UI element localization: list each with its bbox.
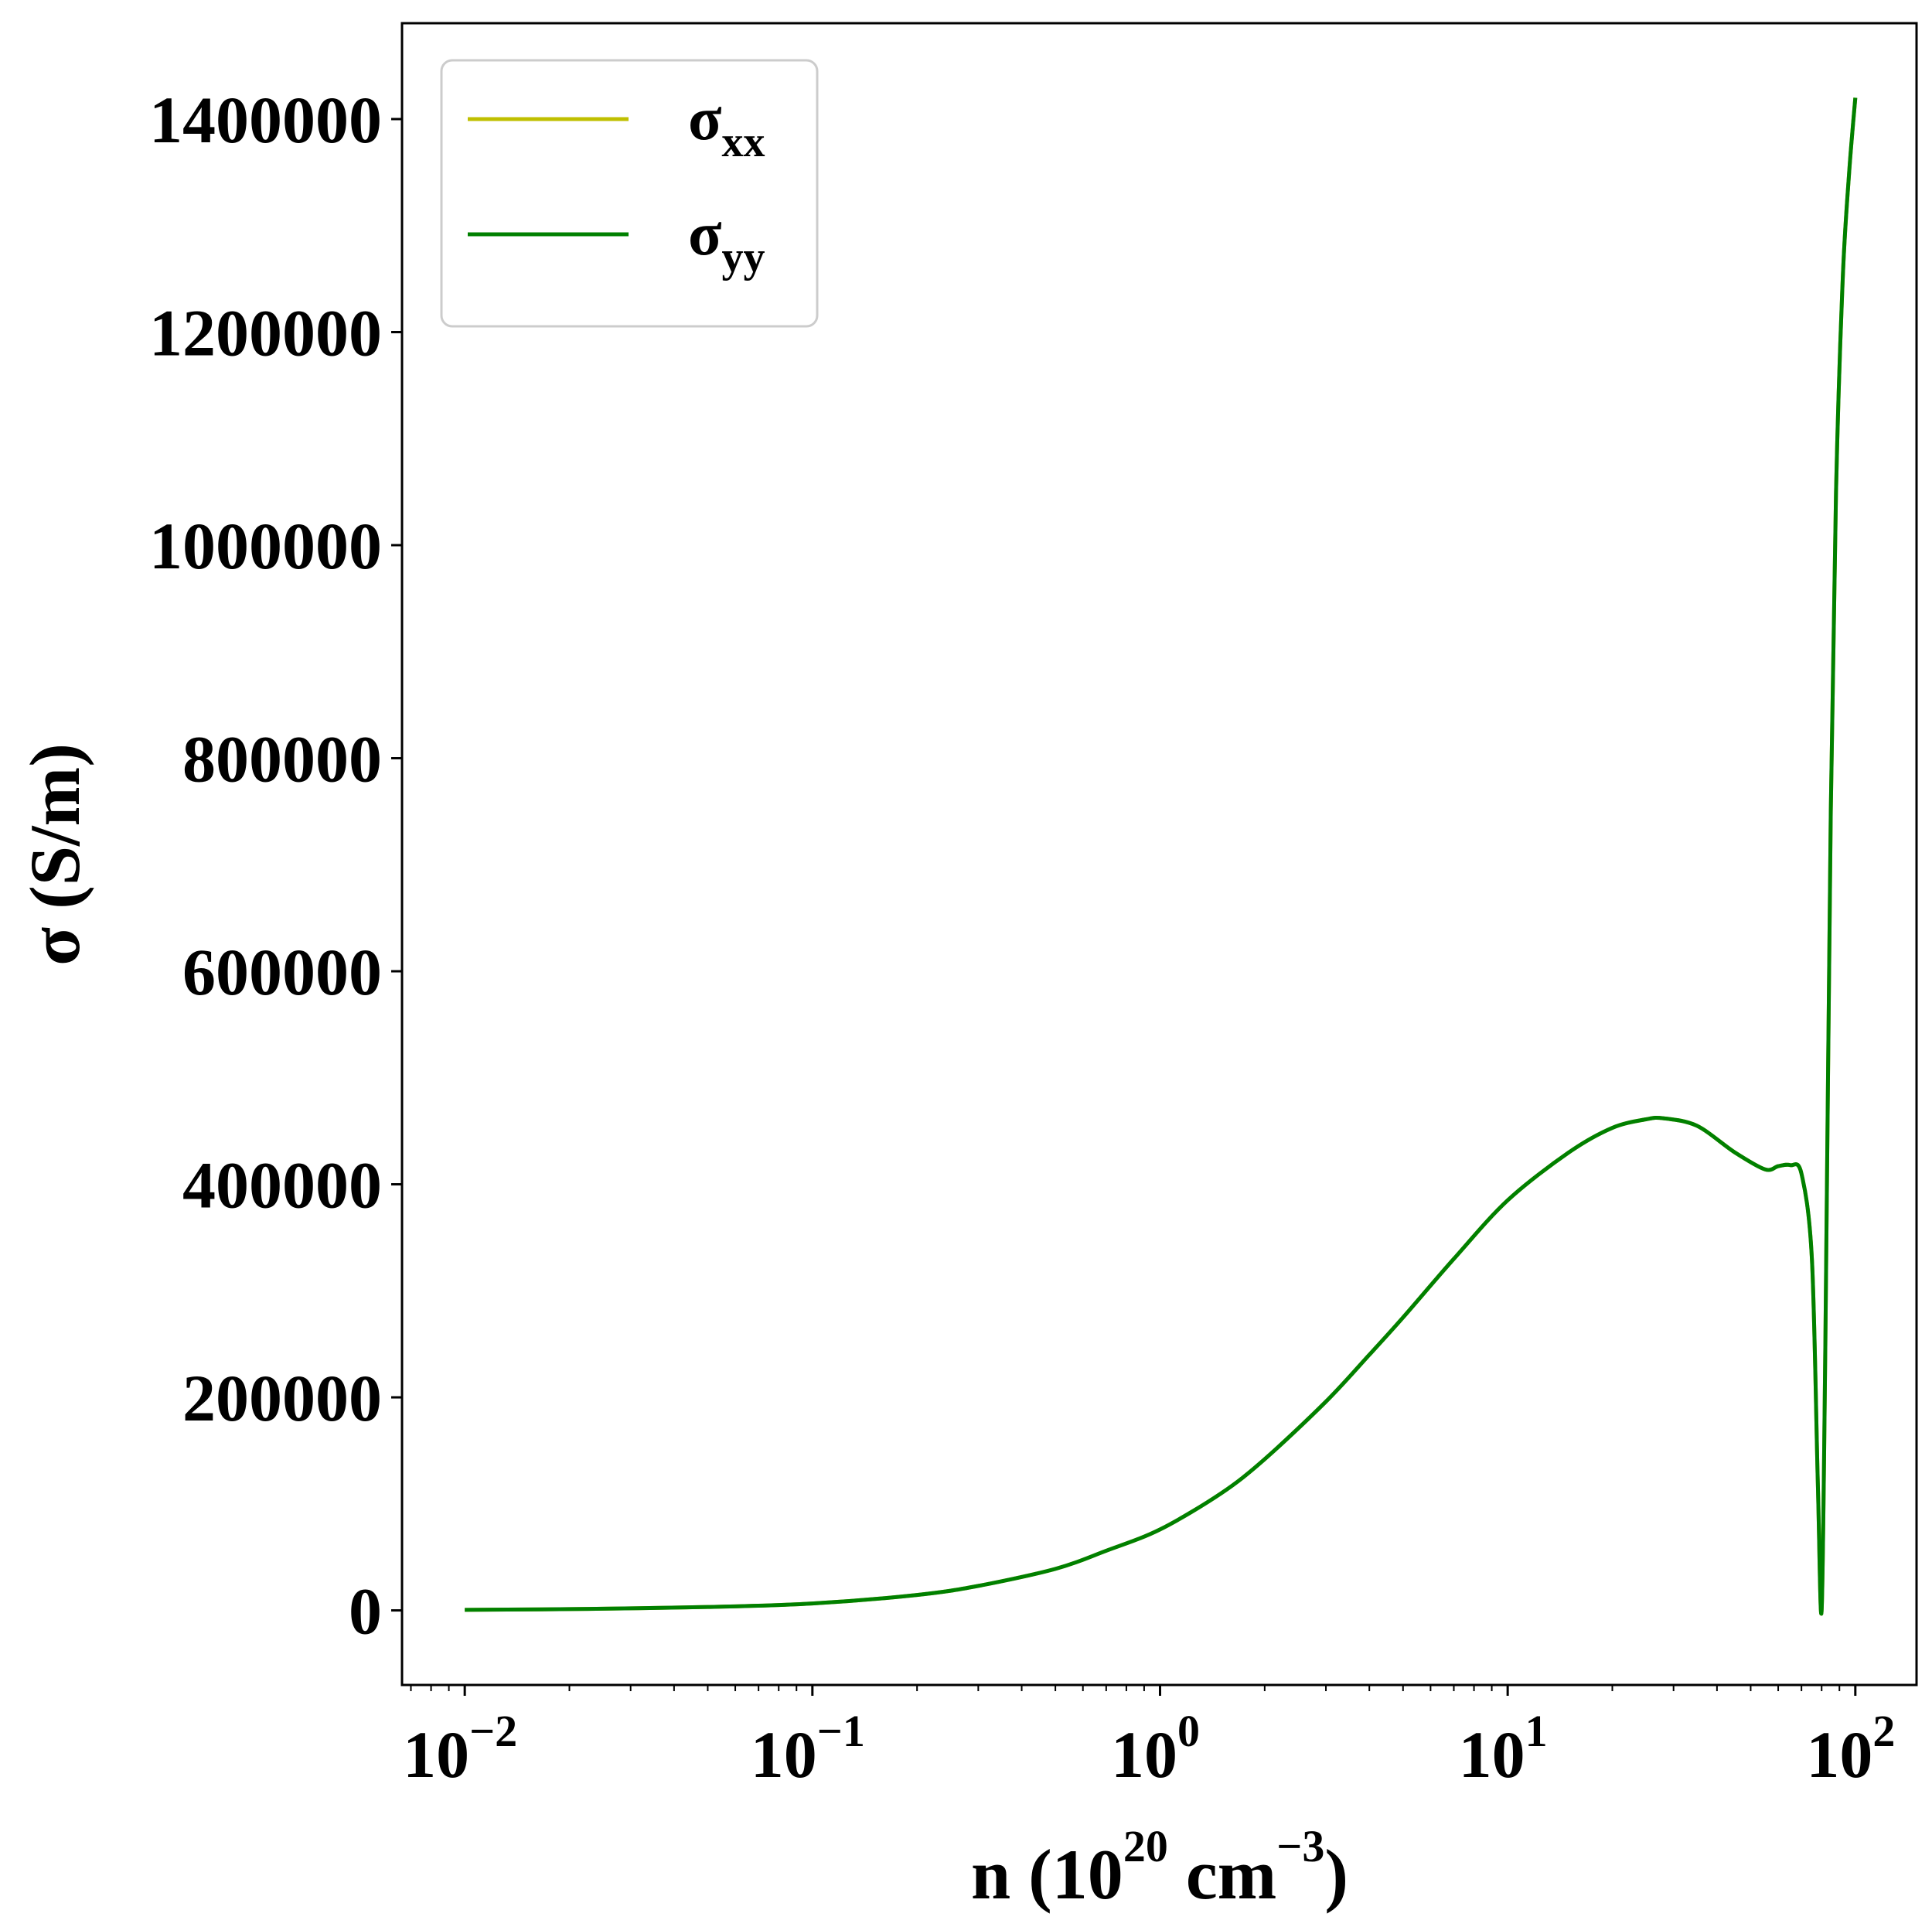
- y-tick-label: 200000: [182, 1361, 382, 1435]
- x-tick-label: 102: [1806, 1706, 1895, 1792]
- legend-label-sigma-xx: σxx: [688, 85, 765, 166]
- x-axis: 10−2 10−1 100 101 102: [403, 1685, 1895, 1792]
- legend: σxx σyy: [440, 59, 819, 328]
- y-tick-label: 1400000: [149, 83, 382, 157]
- plot-frame: [400, 22, 1918, 1687]
- x-tick-label: 101: [1459, 1706, 1548, 1792]
- legend-box: [440, 59, 819, 328]
- legend-label-sigma-yy: σyy: [688, 200, 765, 281]
- x-tick-label: 10−1: [751, 1706, 865, 1792]
- x-tick-label: 10−2: [403, 1706, 517, 1792]
- y-tick-label: 600000: [182, 935, 382, 1009]
- x-axis-label: n (1020 cm−3): [971, 1821, 1348, 1914]
- series-layer: [465, 97, 1858, 1616]
- y-tick-label: 1000000: [149, 509, 382, 583]
- y-axis: 0 200000 400000 600000 800000 1000000 1200000 1…: [149, 83, 402, 1649]
- y-tick-label: 1200000: [149, 295, 382, 370]
- y-axis-label: σ (S/m): [15, 743, 94, 966]
- series-line-sigma-yy: [465, 97, 1858, 1616]
- y-tick-label: 800000: [182, 722, 382, 796]
- x-tick-label: 100: [1111, 1706, 1200, 1792]
- y-tick-label: 0: [349, 1574, 382, 1649]
- y-tick-label: 400000: [182, 1148, 382, 1223]
